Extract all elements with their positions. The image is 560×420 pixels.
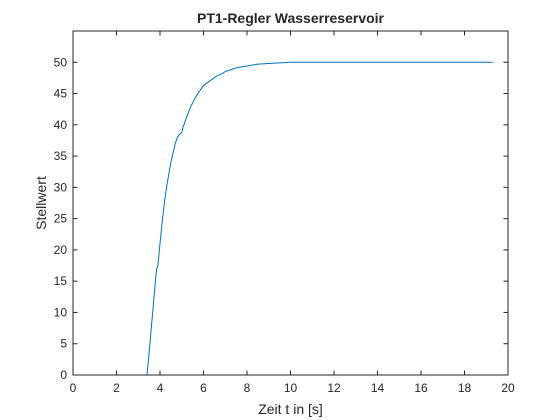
y-tick-label: 20 — [54, 243, 68, 257]
series-layer — [73, 61, 493, 376]
series-line — [73, 61, 493, 376]
y-tick-label: 25 — [54, 212, 68, 226]
x-axis-label: Zeit t in [s] — [258, 401, 323, 417]
x-tick-label: 14 — [371, 381, 385, 395]
y-tick-label: 50 — [54, 55, 68, 69]
x-tick-label: 8 — [244, 381, 251, 395]
y-tick-label: 30 — [54, 180, 68, 194]
y-tick-label: 15 — [54, 274, 68, 288]
x-tick-label: 6 — [200, 381, 207, 395]
x-tick-label: 12 — [327, 381, 341, 395]
x-tick-label: 0 — [70, 381, 77, 395]
chart-title: PT1-Regler Wasserreservoir — [197, 10, 385, 26]
axes-box — [72, 30, 509, 376]
y-tick-label: 5 — [60, 337, 67, 351]
y-tick-label: 10 — [54, 305, 68, 319]
y-tick-label: 40 — [54, 118, 68, 132]
y-axis-label: Stellwert — [33, 176, 49, 230]
x-tick-label: 2 — [113, 381, 120, 395]
plot-area — [73, 31, 508, 375]
x-tick-label: 18 — [458, 381, 472, 395]
y-tick-label: 0 — [60, 368, 67, 382]
x-tick-label: 10 — [284, 381, 298, 395]
x-tick-label: 16 — [414, 381, 428, 395]
ticks-layer: 0 2 4 6 8 10 12 14 16 18 20 0 5 10 15 20 25 30 35 40 45 50 — [54, 31, 515, 395]
y-tick-label: 45 — [54, 87, 68, 101]
y-tick-label: 35 — [54, 149, 68, 163]
x-tick-label: 4 — [157, 381, 164, 395]
x-tick-label: 20 — [501, 381, 515, 395]
